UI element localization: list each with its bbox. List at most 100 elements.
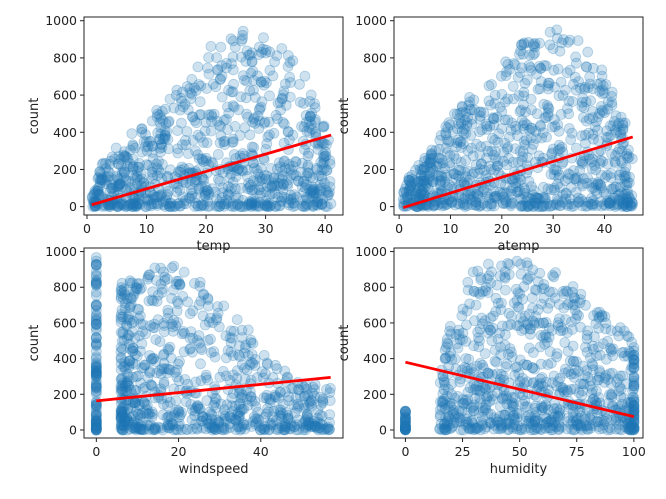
temp-point (157, 133, 169, 145)
humidity-point (566, 323, 578, 335)
atemp-point (538, 192, 549, 204)
atemp-point (440, 142, 452, 154)
temp-point (155, 112, 167, 124)
windspeed-point (90, 382, 102, 394)
atemp-point (455, 118, 467, 130)
humidity-point (440, 352, 452, 364)
windspeed-point (201, 395, 213, 406)
atemp-point (576, 97, 588, 108)
windspeed-point (187, 332, 199, 344)
atemp-point (462, 165, 474, 177)
atemp-point (452, 198, 464, 210)
windspeed-point (224, 332, 236, 344)
atemp-point (514, 193, 526, 205)
temp-point (278, 191, 290, 203)
windspeed-point (90, 379, 102, 391)
temp-point (244, 196, 256, 208)
temp-point (256, 96, 268, 108)
temp-point (95, 174, 107, 186)
atemp-point (561, 67, 573, 79)
windspeed-point (184, 343, 196, 355)
windspeed-point (116, 405, 128, 417)
atemp-point (554, 143, 566, 155)
atemp-point (618, 197, 629, 208)
windspeed-point (309, 384, 321, 396)
atemp-point (435, 175, 447, 186)
atemp-point (505, 196, 517, 208)
temp-point (107, 151, 118, 163)
temp-point (152, 108, 164, 120)
atemp-point (618, 189, 630, 201)
temp-point (260, 186, 272, 198)
atemp-point (612, 198, 624, 210)
windspeed-point (90, 369, 102, 381)
windspeed-point (208, 399, 220, 411)
windspeed-point (236, 403, 248, 415)
windspeed-point (132, 303, 144, 315)
atemp-point (535, 63, 547, 74)
windspeed-point (131, 350, 143, 362)
atemp-point (481, 187, 493, 199)
humidity-xtick-label: 25 (455, 444, 471, 459)
windspeed-point (323, 424, 335, 435)
atemp-point (552, 178, 563, 190)
temp-point (128, 197, 140, 209)
temp-point (152, 198, 164, 210)
windspeed-point (90, 345, 102, 357)
atemp-point (498, 191, 509, 203)
atemp-point (609, 156, 621, 168)
atemp-point (622, 194, 634, 206)
temp-point (196, 199, 208, 211)
windspeed-point (192, 335, 203, 346)
temp-point (116, 160, 127, 172)
temp-point (154, 133, 166, 145)
windspeed-point (90, 423, 102, 435)
atemp-point (525, 122, 537, 134)
temp-point (279, 162, 291, 174)
windspeed-point (212, 301, 224, 313)
windspeed-point (196, 415, 208, 427)
windspeed-point (306, 421, 318, 433)
temp-ytick-label: 200 (53, 162, 77, 177)
windspeed-point (137, 319, 149, 331)
atemp-point (582, 82, 594, 94)
temp-point (300, 179, 312, 191)
windspeed-point (293, 400, 304, 412)
windspeed-point (122, 311, 134, 323)
windspeed-point (238, 347, 250, 359)
humidity-point (457, 303, 469, 315)
windspeed-point (200, 369, 212, 381)
windspeed-point (129, 348, 141, 360)
temp-point (260, 195, 272, 207)
temp-point (197, 199, 209, 211)
atemp-point (616, 157, 628, 168)
atemp-point (498, 187, 510, 199)
temp-point (246, 184, 257, 196)
atemp-point (486, 79, 497, 90)
windspeed-point (119, 360, 130, 372)
humidity-xtick-label: 0 (401, 444, 409, 459)
atemp-point (509, 143, 521, 155)
temp-point (275, 181, 287, 193)
temp-point (152, 127, 164, 139)
temp-point (304, 184, 316, 196)
windspeed-point (140, 328, 152, 340)
windspeed-point (199, 319, 211, 331)
windspeed-point (131, 283, 143, 295)
atemp-point (501, 143, 513, 155)
temp-point (131, 171, 143, 183)
atemp-point (468, 166, 480, 178)
temp-point (236, 164, 248, 176)
temp-point (118, 172, 130, 184)
temp-point (254, 190, 266, 202)
atemp-point (607, 183, 619, 195)
atemp-point (514, 67, 526, 78)
windspeed-point (141, 399, 153, 411)
windspeed-point (90, 415, 102, 427)
atemp-point (590, 164, 601, 176)
atemp-point (589, 121, 601, 133)
atemp-point (597, 84, 608, 96)
windspeed-point (158, 376, 170, 388)
temp-point (206, 183, 218, 195)
atemp-point (626, 153, 638, 165)
